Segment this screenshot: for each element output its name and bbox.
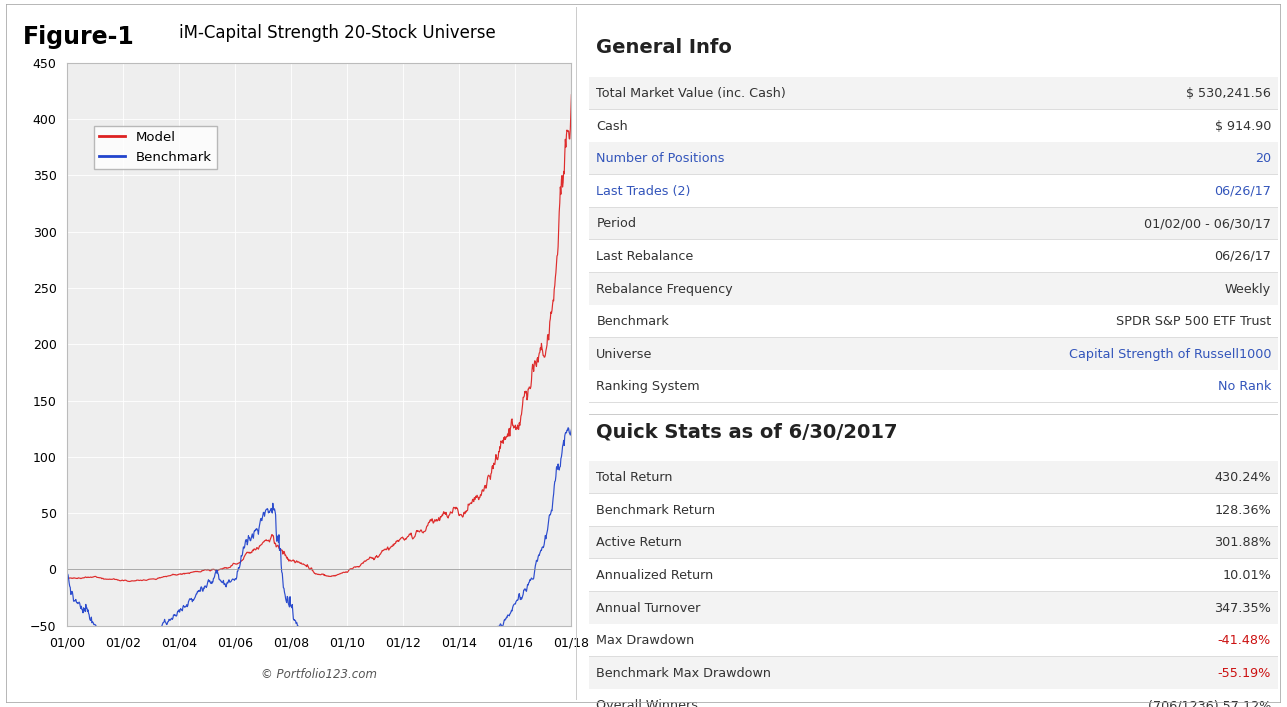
Text: Benchmark: Benchmark: [596, 315, 669, 328]
Bar: [589, 689, 1278, 707]
Bar: [589, 624, 1278, 657]
Text: 10.01%: 10.01%: [1223, 569, 1272, 582]
Text: -55.19%: -55.19%: [1218, 667, 1272, 679]
Text: Max Drawdown: Max Drawdown: [596, 634, 695, 647]
Text: General Info: General Info: [596, 38, 732, 57]
Text: 301.88%: 301.88%: [1214, 537, 1272, 549]
Text: Benchmark Return: Benchmark Return: [596, 504, 716, 517]
Text: Overall Winners: Overall Winners: [596, 699, 699, 707]
Text: Universe: Universe: [596, 348, 653, 361]
Text: Number of Positions: Number of Positions: [596, 152, 725, 165]
Bar: [589, 338, 1278, 370]
Text: Capital Strength of Russell1000: Capital Strength of Russell1000: [1068, 348, 1272, 361]
Text: -41.48%: -41.48%: [1218, 634, 1272, 647]
Text: Total Market Value (inc. Cash): Total Market Value (inc. Cash): [596, 87, 786, 100]
Bar: [589, 370, 1278, 403]
Text: Figure-1: Figure-1: [23, 25, 135, 49]
Bar: [589, 592, 1278, 624]
Text: 06/26/17: 06/26/17: [1214, 185, 1272, 198]
Text: Active Return: Active Return: [596, 537, 682, 549]
Text: (706/1236) 57.12%: (706/1236) 57.12%: [1148, 699, 1272, 707]
Text: Period: Period: [596, 217, 636, 230]
Text: Benchmark Max Drawdown: Benchmark Max Drawdown: [596, 667, 771, 679]
Text: 20: 20: [1255, 152, 1272, 165]
Text: 347.35%: 347.35%: [1214, 602, 1272, 614]
Bar: [589, 305, 1278, 338]
Text: © Portfolio123.com: © Portfolio123.com: [261, 668, 377, 681]
Text: $ 530,241.56: $ 530,241.56: [1187, 87, 1272, 100]
Bar: [589, 657, 1278, 689]
Bar: [589, 462, 1278, 494]
Text: Total Return: Total Return: [596, 471, 673, 484]
Bar: [589, 142, 1278, 175]
Text: Last Rebalance: Last Rebalance: [596, 250, 694, 263]
Text: 430.24%: 430.24%: [1215, 471, 1272, 484]
Text: Last Trades (2): Last Trades (2): [596, 185, 691, 198]
Bar: [589, 240, 1278, 273]
Bar: [589, 559, 1278, 592]
Text: 06/26/17: 06/26/17: [1214, 250, 1272, 263]
Text: Weekly: Weekly: [1225, 283, 1272, 296]
Text: Annualized Return: Annualized Return: [596, 569, 713, 582]
Text: Quick Stats as of 6/30/2017: Quick Stats as of 6/30/2017: [596, 422, 898, 441]
Bar: [589, 527, 1278, 559]
Text: Annual Turnover: Annual Turnover: [596, 602, 700, 614]
Bar: [589, 77, 1278, 110]
Text: Cash: Cash: [596, 119, 628, 133]
Bar: [589, 208, 1278, 240]
Bar: [589, 110, 1278, 142]
Text: No Rank: No Rank: [1218, 380, 1272, 393]
Text: Ranking System: Ranking System: [596, 380, 700, 393]
Bar: [589, 494, 1278, 527]
Text: 128.36%: 128.36%: [1215, 504, 1272, 517]
Bar: [589, 273, 1278, 305]
Text: Rebalance Frequency: Rebalance Frequency: [596, 283, 734, 296]
Bar: [589, 175, 1278, 208]
Text: SPDR S&P 500 ETF Trust: SPDR S&P 500 ETF Trust: [1116, 315, 1272, 328]
Bar: [589, 414, 1278, 415]
Text: iM-Capital Strength 20-Stock Universe: iM-Capital Strength 20-Stock Universe: [179, 23, 497, 42]
Legend: Model, Benchmark: Model, Benchmark: [94, 126, 218, 169]
Text: 01/02/00 - 06/30/17: 01/02/00 - 06/30/17: [1144, 217, 1272, 230]
Text: $ 914.90: $ 914.90: [1215, 119, 1272, 133]
